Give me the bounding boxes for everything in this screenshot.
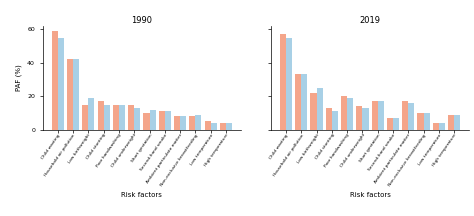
Bar	[448, 114, 454, 130]
Bar	[113, 105, 119, 130]
Bar	[52, 31, 58, 130]
Bar	[174, 116, 180, 130]
Bar	[165, 111, 171, 130]
X-axis label: Risk factors: Risk factors	[121, 192, 162, 198]
X-axis label: Risk factors: Risk factors	[350, 192, 391, 198]
Bar	[58, 38, 64, 130]
Bar	[73, 59, 79, 130]
Bar	[454, 114, 460, 130]
Bar	[433, 123, 439, 130]
Y-axis label: PAF (%): PAF (%)	[15, 64, 22, 91]
Bar	[104, 105, 110, 130]
Bar	[180, 116, 186, 130]
Legend: Female, Male: Female, Male	[326, 29, 361, 53]
Bar	[226, 123, 232, 130]
Bar	[119, 105, 125, 130]
Bar	[98, 101, 104, 130]
Bar	[408, 103, 414, 130]
Bar	[387, 118, 393, 130]
Bar	[134, 108, 140, 130]
Bar	[301, 75, 307, 130]
Bar	[402, 101, 408, 130]
Bar	[310, 93, 317, 130]
Bar	[220, 123, 226, 130]
Bar	[280, 34, 286, 130]
Bar	[363, 108, 368, 130]
Bar	[439, 123, 445, 130]
Title: 1990: 1990	[131, 16, 152, 25]
Bar	[195, 114, 201, 130]
Bar	[295, 75, 301, 130]
Bar	[372, 101, 378, 130]
Bar	[317, 88, 323, 130]
Title: 2019: 2019	[360, 16, 381, 25]
Bar	[286, 38, 292, 130]
Bar	[67, 59, 73, 130]
Bar	[341, 96, 347, 130]
Bar	[356, 106, 363, 130]
Bar	[189, 116, 195, 130]
Bar	[424, 113, 429, 130]
Bar	[159, 111, 165, 130]
Bar	[326, 108, 332, 130]
Bar	[418, 113, 424, 130]
Bar	[347, 98, 353, 130]
Bar	[210, 123, 217, 130]
Bar	[144, 113, 149, 130]
Bar	[332, 111, 338, 130]
Bar	[82, 105, 88, 130]
Bar	[149, 110, 155, 130]
Bar	[128, 105, 134, 130]
Bar	[393, 118, 399, 130]
Bar	[88, 98, 94, 130]
Bar	[205, 121, 210, 130]
Bar	[378, 101, 384, 130]
